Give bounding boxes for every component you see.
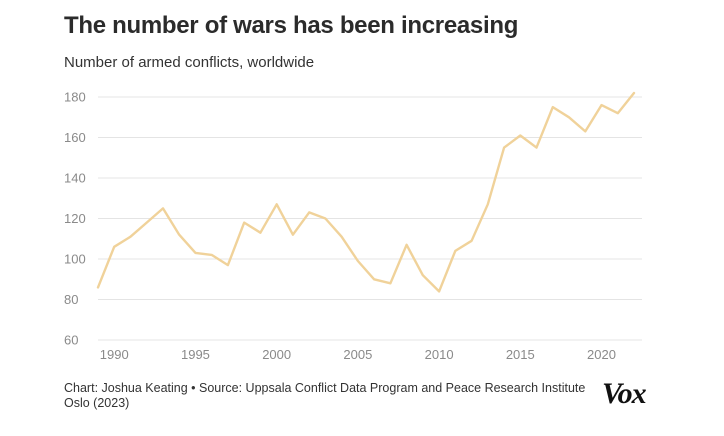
data-point	[372, 277, 376, 281]
data-point	[128, 235, 132, 239]
data-point	[470, 239, 474, 243]
data-point	[258, 231, 262, 235]
data-point	[437, 289, 441, 293]
data-point	[307, 210, 311, 214]
data-point	[502, 146, 506, 150]
y-tick-label: 120	[64, 211, 86, 226]
x-tick-label: 2015	[506, 347, 535, 362]
data-point	[600, 103, 604, 107]
data-point	[275, 202, 279, 206]
data-point	[535, 146, 539, 150]
chart-title: The number of wars has been increasing	[64, 12, 519, 39]
y-tick-label: 100	[64, 252, 86, 267]
data-point	[112, 245, 116, 249]
data-point	[340, 235, 344, 239]
data-point	[616, 111, 620, 115]
data-point	[583, 129, 587, 133]
data-point	[177, 233, 181, 237]
x-tick-label: 2005	[343, 347, 372, 362]
data-point	[96, 285, 100, 289]
series-line	[96, 91, 636, 293]
data-point	[486, 202, 490, 206]
gridlines	[98, 96, 642, 341]
data-point	[388, 281, 392, 285]
data-point	[567, 115, 571, 119]
series-layer	[96, 91, 636, 293]
data-point	[161, 206, 165, 210]
data-point	[242, 221, 246, 225]
chart-subtitle: Number of armed conflicts, worldwide	[64, 54, 315, 71]
x-tick-label: 2020	[587, 347, 616, 362]
y-tick-label: 140	[64, 171, 86, 186]
data-point	[421, 273, 425, 277]
x-axis-ticks: 1990 1995 2000 2005 2010 2015 2020	[100, 347, 616, 362]
data-point	[226, 263, 230, 267]
data-point	[632, 91, 636, 95]
y-tick-label: 80	[64, 292, 78, 307]
y-tick-label: 60	[64, 333, 78, 348]
x-tick-label: 1995	[181, 347, 210, 362]
data-point	[145, 221, 149, 225]
data-point	[193, 251, 197, 255]
y-axis-ticks: 60 80 100 120 140 160 180	[64, 90, 86, 348]
data-point	[453, 249, 457, 253]
x-tick-label: 2010	[425, 347, 454, 362]
vox-logo: Vox	[602, 377, 647, 410]
data-point	[518, 133, 522, 137]
y-tick-label: 160	[64, 130, 86, 145]
x-tick-label: 1990	[100, 347, 129, 362]
y-tick-label: 180	[64, 90, 86, 105]
source-credit: Chart: Joshua Keating • Source: Uppsala …	[64, 381, 586, 410]
data-point	[291, 233, 295, 237]
data-point	[551, 105, 555, 109]
data-point	[323, 217, 327, 221]
data-point	[210, 253, 214, 257]
x-tick-label: 2000	[262, 347, 291, 362]
data-point	[356, 259, 360, 263]
data-point	[405, 243, 409, 247]
